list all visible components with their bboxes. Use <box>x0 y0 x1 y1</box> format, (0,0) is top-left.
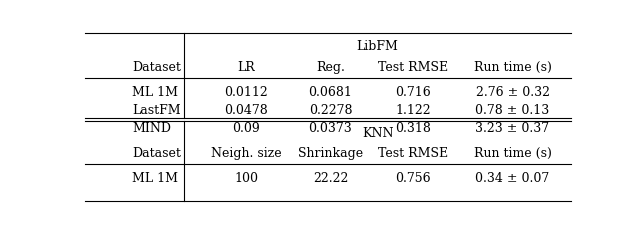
Text: ML 1M: ML 1M <box>132 172 178 185</box>
Text: LastFM: LastFM <box>132 104 180 117</box>
Text: MIND: MIND <box>132 122 171 135</box>
Text: 0.09: 0.09 <box>232 122 260 135</box>
Text: 1.122: 1.122 <box>396 104 431 117</box>
Text: Dataset: Dataset <box>132 61 181 74</box>
Text: LR: LR <box>237 61 255 74</box>
Text: 22.22: 22.22 <box>313 172 348 185</box>
Text: 0.0373: 0.0373 <box>308 122 353 135</box>
Text: 0.0112: 0.0112 <box>224 86 268 99</box>
Text: 2.76 ± 0.32: 2.76 ± 0.32 <box>476 86 550 99</box>
Text: 0.34 ± 0.07: 0.34 ± 0.07 <box>476 172 550 185</box>
Text: 0.78 ± 0.13: 0.78 ± 0.13 <box>476 104 550 117</box>
Text: 0.318: 0.318 <box>396 122 431 135</box>
Text: 0.716: 0.716 <box>396 86 431 99</box>
Text: 100: 100 <box>234 172 258 185</box>
Text: LibFM: LibFM <box>356 40 399 53</box>
Text: Test RMSE: Test RMSE <box>378 61 449 74</box>
Text: Run time (s): Run time (s) <box>474 61 552 74</box>
Text: 0.0478: 0.0478 <box>224 104 268 117</box>
Text: Dataset: Dataset <box>132 147 181 160</box>
Text: 3.23 ± 0.37: 3.23 ± 0.37 <box>476 122 550 135</box>
Text: Neigh. size: Neigh. size <box>211 147 282 160</box>
Text: Reg.: Reg. <box>316 61 345 74</box>
Text: Test RMSE: Test RMSE <box>378 147 449 160</box>
Text: 0.0681: 0.0681 <box>308 86 353 99</box>
Text: Run time (s): Run time (s) <box>474 147 552 160</box>
Text: ML 1M: ML 1M <box>132 86 178 99</box>
Text: 0.2278: 0.2278 <box>308 104 352 117</box>
Text: 0.756: 0.756 <box>396 172 431 185</box>
Text: KNN: KNN <box>362 127 394 140</box>
Text: Shrinkage: Shrinkage <box>298 147 363 160</box>
